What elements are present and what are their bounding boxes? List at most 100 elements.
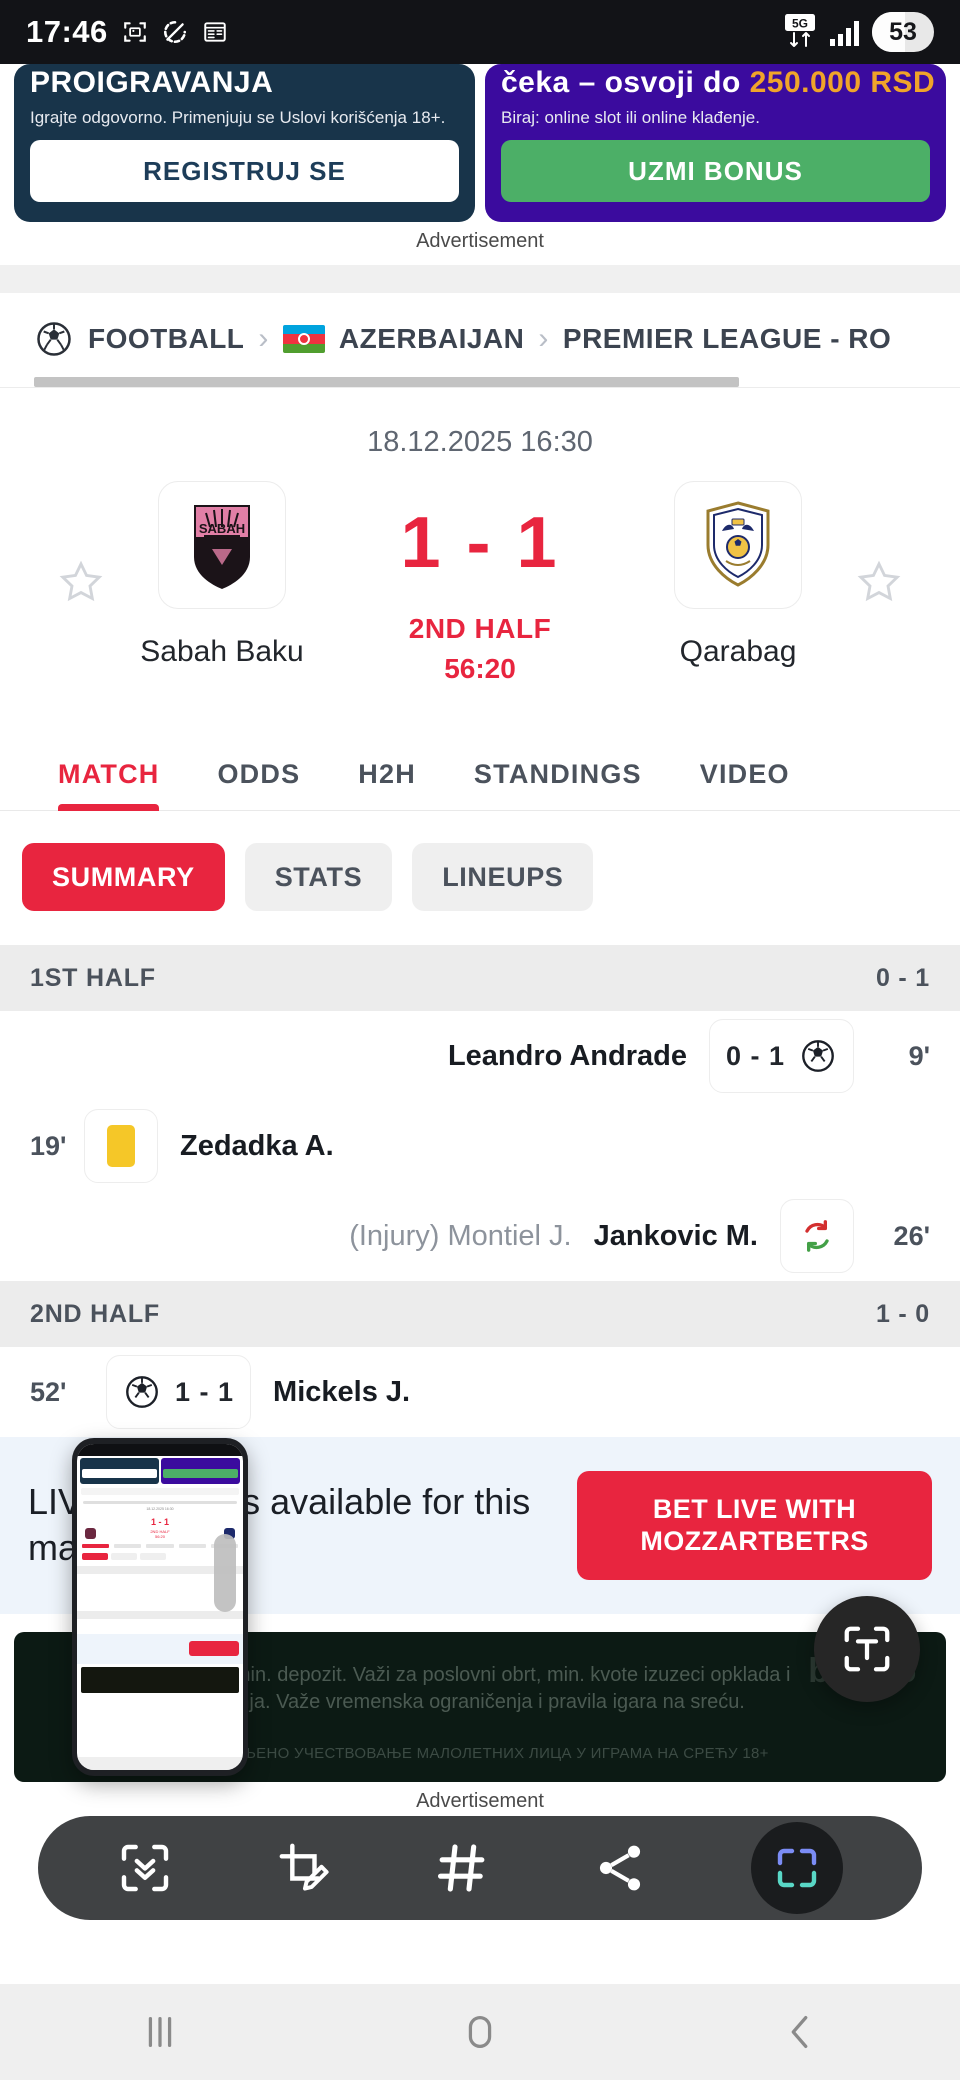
event-row-sub-26[interactable]: (Injury) Montiel J. Jankovic M. 26'	[0, 1191, 960, 1281]
score-column: 1 - 1 2ND HALF 56:20	[355, 481, 605, 685]
event-running-score: 0 - 1	[725, 1040, 785, 1071]
chip-stats[interactable]: STATS	[244, 843, 393, 911]
qarabag-crest-icon	[706, 501, 770, 587]
event-player-name: Leandro Andrade	[447, 1039, 687, 1072]
home-side: SABAH Sabah Baku	[25, 481, 355, 669]
substitution-icon	[805, 1220, 829, 1252]
event-player-out: (Injury) Montiel J.	[349, 1219, 572, 1252]
ad-left-headline: PROIGRAVANJA	[30, 66, 274, 99]
main-tabs: MATCH ODDS H2H STANDINGS VIDEO	[0, 737, 960, 811]
breadcrumb-sport[interactable]: FOOTBALL	[88, 323, 245, 354]
event-minute-4: 52'	[30, 1376, 67, 1407]
goal-badge-2: 1 - 1	[106, 1355, 252, 1429]
event-row-yellow-19[interactable]: 19' Zedadka A.	[0, 1101, 960, 1191]
preview-breadcrumb	[81, 1488, 239, 1495]
status-bar-left: 17:46	[26, 14, 228, 50]
top-advertisement: PROIGRAVANJA Igrajte odgovorno. Primenju…	[0, 64, 960, 265]
ad-divider-strip	[0, 265, 960, 293]
event-row-goal-52[interactable]: 52' 1 - 1 Mickels J.	[0, 1347, 960, 1437]
preview-score: 1 - 1	[150, 1517, 169, 1527]
preview-status-bar	[77, 1444, 243, 1456]
bonus-button[interactable]: UZMI BONUS	[501, 140, 930, 202]
bixby-vision-button[interactable]	[750, 1822, 843, 1914]
half-score-first: 0 - 1	[875, 963, 930, 992]
half-header-second: 2ND HALF 1 - 0	[0, 1281, 960, 1347]
match-header: 18.12.2025 16:30 SABAH Sabah Baku	[0, 388, 960, 737]
sabah-baku-crest-icon: SABAH	[194, 505, 250, 589]
hashtag-icon[interactable]	[434, 1840, 490, 1896]
away-team-name: Qarabag	[679, 635, 797, 668]
yellow-card-icon	[107, 1125, 135, 1167]
preview-ad-left	[80, 1458, 159, 1484]
goal-ball-icon-2	[126, 1376, 158, 1408]
recents-icon[interactable]	[137, 2009, 183, 2055]
back-icon[interactable]	[777, 2009, 823, 2055]
breadcrumb-scrollbar[interactable]	[34, 377, 926, 387]
news-icon	[204, 22, 226, 42]
chip-summary[interactable]: SUMMARY	[22, 843, 225, 911]
ad-warning: ЗАБРАЊЕНО УЧЕСТВОВАЊЕ МАЛОЛЕТНИХ ЛИЦА У …	[191, 1744, 769, 1762]
away-crest	[674, 481, 802, 609]
half-score-second: 1 - 0	[875, 1299, 930, 1328]
breadcrumb: FOOTBALL › AZERBAIJAN › PREMIER LEAGUE -…	[0, 319, 960, 359]
screenshot-preview-thumbnail[interactable]: 18.12.2025 16:30 1 - 1 2ND HALF 56:20	[72, 1438, 248, 1776]
preview-half-2	[77, 1611, 243, 1619]
bet-live-button[interactable]: BET LIVE WITH MOZZARTBETRS	[577, 1471, 932, 1580]
ad-right-subtext: Biraj: online slot ili online klađenje.	[501, 108, 760, 127]
screenshot-toolbar	[38, 1816, 922, 1920]
tab-video[interactable]: VIDEO	[699, 759, 790, 789]
preview-kickoff: 18.12.2025 16:30	[146, 1507, 174, 1511]
android-nav-bar	[0, 1984, 960, 2080]
preview-nav-bar	[77, 1757, 243, 1770]
event-player-name-2: Zedadka A.	[180, 1129, 334, 1162]
sub-tabs: SUMMARY STATS LINEUPS	[0, 811, 960, 945]
substitution-badge	[780, 1199, 854, 1273]
breadcrumb-country[interactable]: AZERBAIJAN	[338, 323, 525, 354]
breadcrumb-league[interactable]: PREMIER LEAGUE - RO	[562, 323, 892, 354]
register-button[interactable]: REGISTRUJ SE	[30, 140, 459, 202]
bet-live-button-line2: MOZZARTBETRS	[640, 1526, 869, 1557]
scroll-capture-icon[interactable]	[117, 1840, 173, 1896]
event-row-goal-9[interactable]: Leandro Andrade 0 - 1 9'	[0, 1011, 960, 1101]
share-icon[interactable]	[592, 1840, 648, 1896]
away-team[interactable]: Qarabag	[638, 481, 838, 669]
home-team-name: Sabah Baku	[140, 635, 304, 668]
preview-scroll-pill[interactable]	[214, 1534, 236, 1612]
goal-badge: 0 - 1	[708, 1019, 854, 1093]
scrollbar-thumb[interactable]	[34, 377, 739, 387]
ad-disclaimer: Potrebna je min. depozit. Važi za poslov…	[126, 1663, 791, 1713]
match-period: 2ND HALF	[408, 613, 552, 644]
yellow-card-badge	[84, 1109, 158, 1183]
favorite-star-away-icon[interactable]	[856, 559, 902, 605]
match-score: 1 - 1	[400, 503, 560, 583]
event-player-in: Jankovic M.	[593, 1219, 758, 1252]
ad-card-left[interactable]: PROIGRAVANJA Igrajte odgovorno. Primenju…	[14, 64, 475, 222]
half-header-first: 1ST HALF 0 - 1	[0, 945, 960, 1011]
home-crest: SABAH	[158, 481, 286, 609]
event-minute: 9'	[908, 1040, 930, 1071]
event-running-score-2: 1 - 1	[175, 1376, 235, 1407]
chevron-right-icon: ›	[258, 322, 269, 355]
ad-row: PROIGRAVANJA Igrajte odgovorno. Primenju…	[14, 64, 946, 222]
ad-card-right[interactable]: čeka – osvoji do 250.000 RSD ... Biraj: …	[485, 64, 946, 222]
home-team[interactable]: SABAH Sabah Baku	[122, 481, 322, 669]
event-minute-2: 19'	[30, 1130, 67, 1161]
tab-h2h[interactable]: H2H	[358, 759, 416, 789]
chip-lineups[interactable]: LINEUPS	[412, 843, 594, 911]
status-bar: 17:46 5G 53	[0, 0, 960, 64]
event-player-name-3: Mickels J.	[273, 1375, 411, 1408]
preview-bottom-ad	[81, 1667, 239, 1693]
crop-edit-icon[interactable]	[276, 1840, 332, 1896]
tab-odds[interactable]: ODDS	[217, 759, 301, 789]
text-extract-fab[interactable]	[814, 1596, 920, 1702]
favorite-star-home-icon[interactable]	[58, 559, 104, 605]
network-5g-icon: 5G	[785, 14, 815, 47]
preview-scrollbar	[83, 1501, 237, 1504]
azerbaijan-flag-icon	[282, 325, 325, 353]
tab-standings[interactable]: STANDINGS	[473, 759, 642, 789]
ad-right-headline-amount: 250.000 RSD ...	[749, 66, 946, 99]
home-icon[interactable]	[457, 2009, 503, 2055]
football-icon	[37, 322, 71, 356]
network-label: 5G	[792, 17, 808, 31]
tab-match[interactable]: MATCH	[58, 737, 160, 811]
